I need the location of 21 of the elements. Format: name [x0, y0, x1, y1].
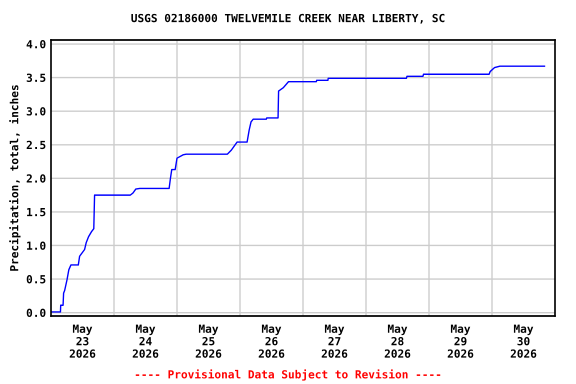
y-tick-label: 0.0	[26, 308, 46, 318]
y-tick-label: 1.0	[27, 241, 46, 250]
y-tick-label: 0.5	[26, 275, 46, 284]
y-axis-title: Precipitation, total, inches	[9, 85, 21, 271]
text: ---- Provisional Data Subject to Revision ----	[136, 369, 440, 381]
x-tick-label: May 23 2026	[70, 324, 96, 358]
y-tick-label: 2.5	[26, 140, 46, 150]
y-tick-label: 4.0	[26, 40, 46, 48]
x-tick-label: May 27 2026	[322, 324, 348, 358]
x-tick-label: May 26 2026	[258, 324, 284, 358]
line-series	[51, 65, 546, 313]
x-tick-label: May 24 2026	[132, 324, 158, 358]
x-tick-label: May 29 2026	[448, 324, 474, 358]
x-tick-label: May 30 2026	[510, 324, 536, 358]
x-tick-label: May 28 2026	[384, 324, 410, 358]
y-tick-label: 1.5	[27, 208, 46, 216]
x-tick-label: May 25 2026	[196, 324, 222, 358]
y-tick-label: 3.5	[26, 74, 46, 82]
y-tick-label: 2.0	[26, 174, 46, 183]
y-tick-label: 3.0	[26, 107, 46, 116]
chart-title: USGS 02186000 TWELVEMILE CREEK NEAR LIBERTY, SC	[131, 14, 444, 24]
